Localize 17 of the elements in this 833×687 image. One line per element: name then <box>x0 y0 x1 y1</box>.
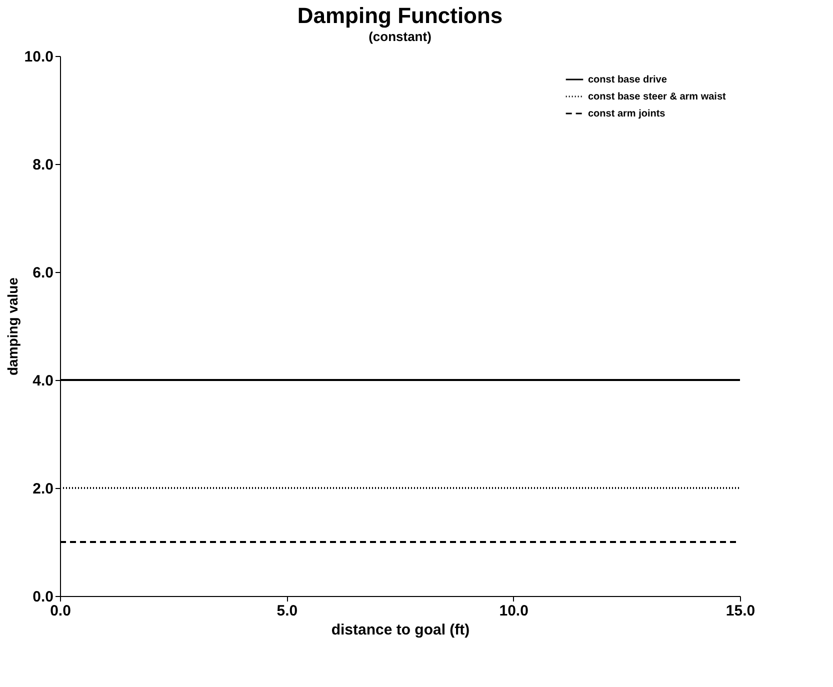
legend-label: const arm joints <box>588 108 666 120</box>
y-tick-label: 8.0 <box>32 156 54 174</box>
x-tick-label: 15.0 <box>726 602 756 620</box>
x-axis-title: distance to goal (ft) <box>331 622 470 638</box>
x-tick-label: 10.0 <box>499 602 528 620</box>
chart-subtitle: (constant) <box>368 29 432 44</box>
y-tick-label: 2.0 <box>32 480 54 498</box>
x-tick-label: 0.0 <box>50 602 71 620</box>
chart-title: Damping Functions <box>297 3 503 28</box>
legend-label: const base drive <box>588 74 668 86</box>
x-tick-label: 5.0 <box>276 602 298 620</box>
legend-label: const base steer & arm waist <box>588 92 727 102</box>
y-tick-label: 4.0 <box>32 372 54 390</box>
y-tick-label: 10.0 <box>24 48 54 66</box>
y-tick-label: 6.0 <box>32 264 54 282</box>
y-tick-label: 0.0 <box>32 588 54 606</box>
y-axis-title: damping value <box>4 277 20 376</box>
